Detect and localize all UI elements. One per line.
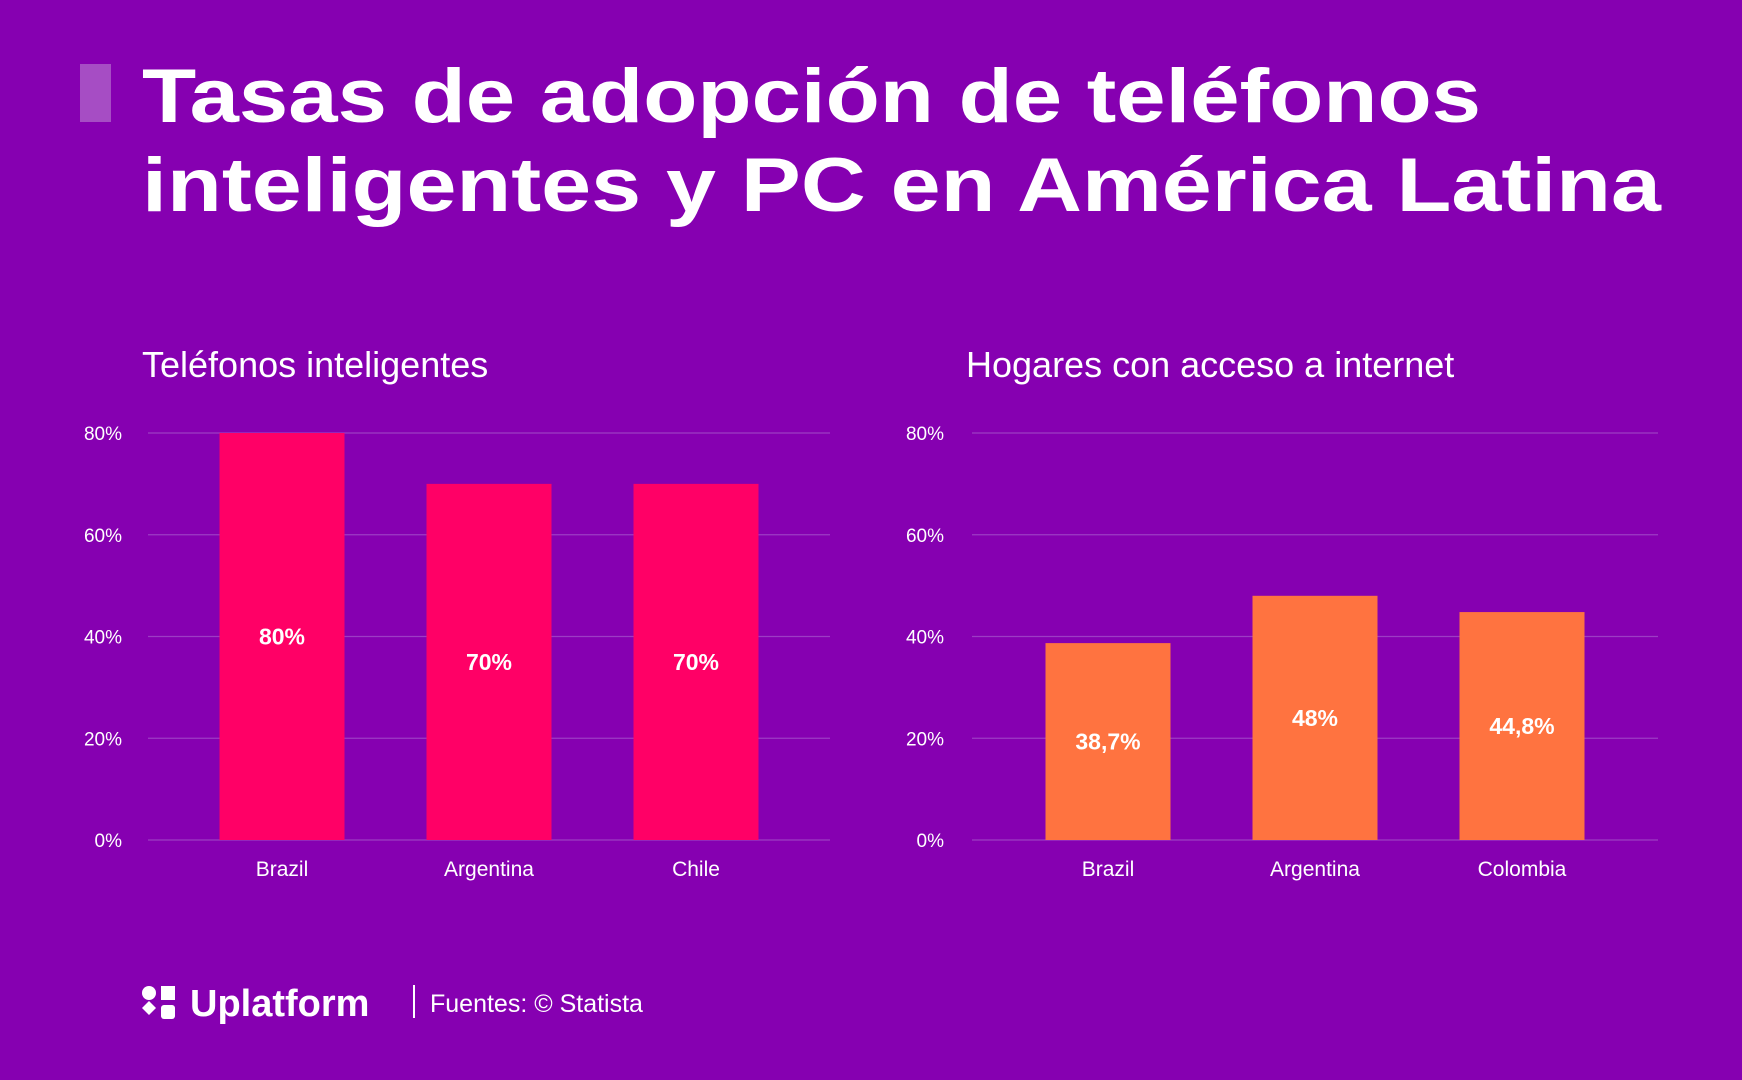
y-tick-label: 20% xyxy=(906,729,944,750)
y-tick-label: 20% xyxy=(84,729,122,750)
x-tick-label: Chile xyxy=(672,858,720,881)
bar xyxy=(1252,595,1378,840)
value-label: 44,8% xyxy=(1489,713,1554,739)
bar xyxy=(426,483,552,840)
y-tick-label: 0% xyxy=(917,831,945,852)
brand: Uplatform xyxy=(190,983,369,1025)
chart-title: Hogares con acceso a internet xyxy=(966,344,1454,385)
title-line: inteligentes y PC en América Latina xyxy=(142,143,1662,228)
source: Fuentes: © Statista xyxy=(430,990,643,1018)
logo-icon xyxy=(142,986,175,1019)
y-tick-label: 60% xyxy=(84,526,122,547)
title-accent xyxy=(80,64,111,122)
value-label: 80% xyxy=(259,624,305,650)
value-label: 70% xyxy=(466,649,512,675)
y-tick-label: 0% xyxy=(95,831,123,852)
x-tick-label: Brazil xyxy=(1082,858,1135,881)
x-tick-label: Argentina xyxy=(444,858,534,881)
x-tick-label: Argentina xyxy=(1270,858,1360,881)
y-tick-label: 40% xyxy=(906,628,944,649)
bar xyxy=(1459,612,1585,840)
chart-title: Teléfonos inteligentes xyxy=(142,344,488,385)
value-label: 48% xyxy=(1292,705,1338,731)
x-tick-label: Brazil xyxy=(256,858,309,881)
bar xyxy=(1045,643,1171,840)
x-tick-label: Colombia xyxy=(1478,858,1567,881)
title-line: Tasas de adopción de teléfonos xyxy=(142,54,1481,139)
y-tick-label: 60% xyxy=(906,526,944,547)
y-tick-label: 40% xyxy=(84,628,122,649)
value-label: 38,7% xyxy=(1075,729,1140,755)
bar xyxy=(219,433,345,840)
value-label: 70% xyxy=(673,649,719,675)
y-tick-label: 80% xyxy=(84,424,122,445)
bar xyxy=(633,483,759,840)
y-tick-label: 80% xyxy=(906,424,944,445)
